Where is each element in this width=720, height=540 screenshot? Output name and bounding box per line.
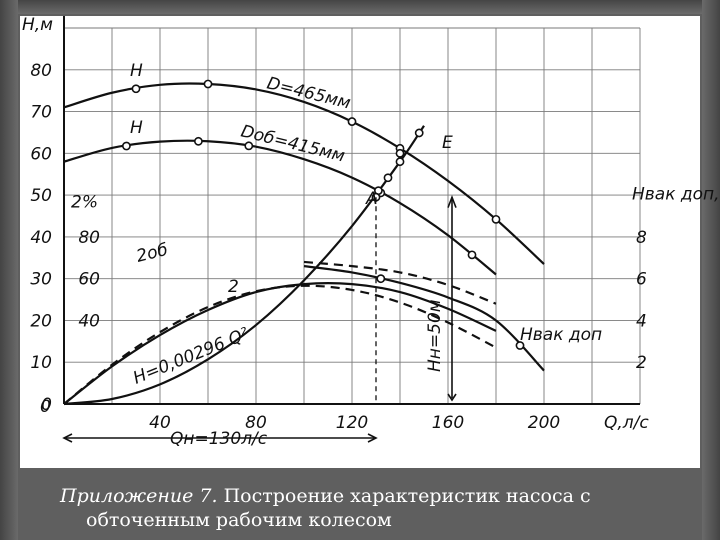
y-tick-label-head: 50 (30, 186, 52, 206)
flow-dimension-arrow-left (62, 433, 73, 443)
head-dimension-arrow-bottom (447, 393, 457, 402)
data-point-marker (347, 117, 357, 126)
y-tick-label-head: 40 (30, 228, 52, 248)
y-tick-label-efficiency: 60 (78, 270, 100, 290)
point-label-a: A (365, 189, 378, 209)
curve-label-efficiency-trimmed: 2об (134, 240, 170, 267)
head-dimension-label: Hн=50м (425, 299, 445, 372)
curve-label-d465: D=465мм (265, 73, 353, 113)
x-axis-label: Q,л/с (604, 413, 649, 433)
y-tick-label-suction: 4 (636, 311, 647, 331)
series-efficiency (63, 282, 497, 405)
point-label-e: E (442, 133, 453, 153)
y-tick-label-head: 80 (30, 61, 52, 81)
x-tick-label: 120 (336, 413, 368, 433)
curve-label-d415: Dоб=415мм (239, 121, 347, 166)
point-e-marker (395, 148, 405, 158)
series-head-d465 (63, 82, 545, 265)
caption-text-line2: обточенным рабочим колесом (86, 509, 392, 531)
curve-label-h-trimmed: H (130, 118, 143, 138)
y-tick-label-head: 10 (30, 353, 52, 373)
data-point-marker (395, 157, 405, 167)
data-point-marker (193, 136, 203, 146)
series-suction (303, 265, 545, 372)
series-efficiency-trimmed (63, 284, 497, 405)
axes: 0 10 20 30 40 50 60 70 80 H,м 40 60 80 2% 2 4 6 8 Hвак доп… (22, 15, 720, 433)
x-tick-label: 160 (432, 413, 464, 433)
caption-text-line1: Построение характеристик насоса с (223, 485, 591, 507)
series-suction-trimmed (303, 260, 497, 305)
y-tick-label-suction: 2 (636, 353, 647, 373)
flow-dimension-arrow-right (367, 433, 378, 443)
data-point-marker (491, 214, 501, 224)
frame-top-border (0, 0, 720, 14)
flow-dimension-label: Qн=130л/с (170, 429, 268, 449)
y-tick-label-suction: 6 (636, 270, 647, 290)
head-dimension-arrow-top (447, 194, 457, 208)
y-tick-label-head: 70 (30, 103, 52, 123)
y-tick-label-head: 30 (30, 270, 52, 290)
x-tick-label: 200 (528, 413, 560, 433)
x-tick-label: 40 (149, 413, 171, 433)
data-point-marker (515, 341, 525, 350)
grid (64, 27, 641, 404)
y-tick-label-efficiency: 80 (78, 228, 100, 248)
data-point-marker (376, 274, 386, 284)
frame-right-border (702, 0, 720, 540)
data-point-marker (414, 128, 424, 138)
data-point-marker (383, 173, 393, 183)
data-point-marker (244, 141, 254, 151)
efficiency-unit-label: 2% (71, 192, 98, 212)
x-tick-label: 80 (245, 413, 267, 433)
caption-lead: Приложение 7. (60, 485, 218, 507)
y-tick-label-head: 20 (30, 311, 52, 331)
markers-group (122, 79, 525, 350)
curve-label-efficiency: 2 (228, 277, 239, 297)
y-axis-label-head: H,м (22, 15, 53, 35)
y-tick-label-head: 60 (30, 144, 52, 164)
data-point-marker (203, 79, 213, 89)
data-point-marker (122, 141, 131, 151)
y-tick-label-head: 0 (41, 395, 52, 415)
series-head-d415 (63, 139, 497, 276)
y-tick-label-suction: 8 (636, 228, 647, 248)
data-point-marker (467, 250, 477, 260)
figure-caption: Приложение 7. Построение характеристик н… (20, 474, 700, 540)
frame-left-border (0, 0, 18, 540)
origin-label: 0 (40, 397, 51, 417)
curve-label-system: H=0,00296 Q² (130, 324, 252, 389)
series-group (63, 82, 545, 406)
curve-label-h: H (130, 61, 143, 81)
y-axis-label-suction: Hвак доп, м (632, 184, 720, 204)
data-point-marker (131, 84, 141, 94)
curve-label-suction: Hвак доп (520, 325, 602, 345)
y-tick-label-efficiency: 40 (78, 311, 100, 331)
